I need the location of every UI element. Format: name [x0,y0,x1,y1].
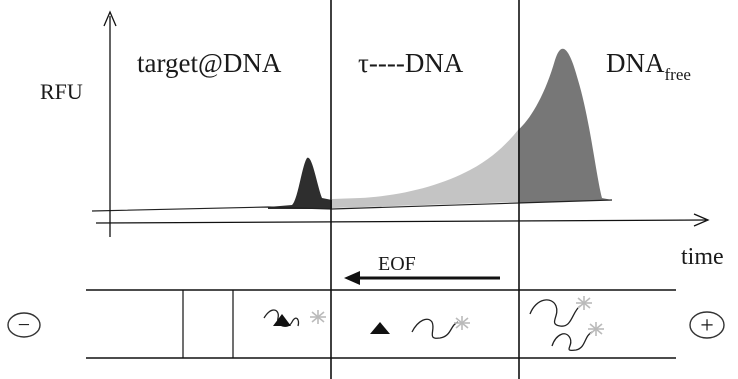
dna-strand-icon [411,316,470,339]
x-axis-arrow [693,213,710,227]
free-dna-strand-icon [551,322,604,352]
dna-free-subscript: free [665,65,691,84]
fluorophore-star-icon [454,316,470,330]
positive-electrode: + [689,311,725,339]
free-target-triangle-icon [370,322,390,334]
negative-electrode-symbol: − [18,312,30,337]
peak-dna-free [518,48,612,203]
negative-electrode: − [7,312,41,338]
target-dna-complex-icon [263,309,326,328]
region-label-tau-dna: τ----DNA [358,48,464,78]
y-axis-label: RFU [40,79,83,104]
y-axis-arrow [103,10,117,27]
eof-arrow-head [344,271,360,285]
region-label-dna-free: DNAfree [606,48,691,84]
free-dna-strand-icon [529,296,592,327]
positive-electrode-symbol: + [700,313,714,339]
eof-label: EOF [378,253,416,275]
x-axis [95,219,707,224]
x-axis-label: time [681,244,724,270]
band-tau-dna [332,130,518,208]
fluorophore-star-icon [588,322,604,336]
dna-free-main: DNA [606,48,665,78]
signal-baseline [91,199,613,212]
peak-target-dna [268,157,332,209]
fluorophore-star-icon [310,310,326,324]
region-label-target-dna: target@DNA [137,48,282,78]
fluorophore-star-icon [576,296,592,310]
